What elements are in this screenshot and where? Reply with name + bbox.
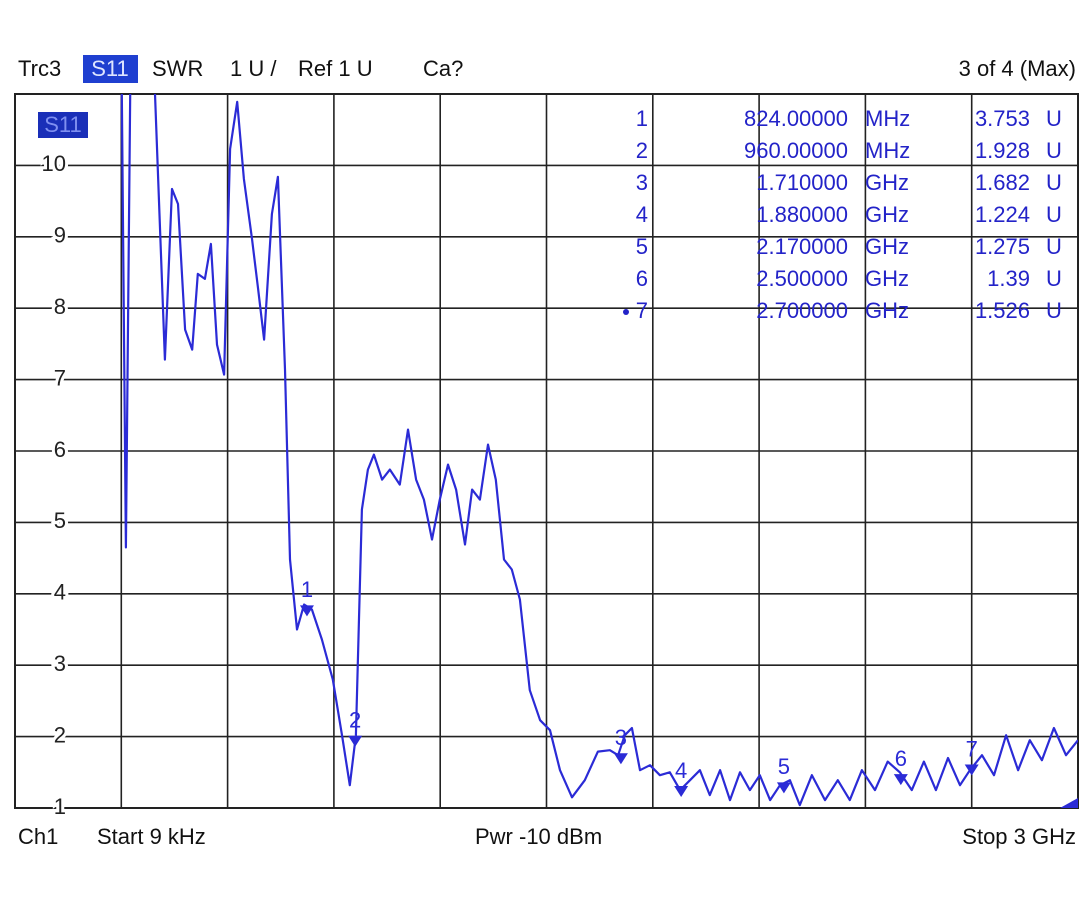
marker	[776, 782, 791, 794]
marker-label: 4	[675, 758, 687, 783]
table-marker-no: 6	[636, 266, 648, 291]
trace-param: S11	[91, 56, 129, 81]
table-response: 1.928	[975, 138, 1030, 163]
table-stimulus: 2.170000	[756, 234, 848, 259]
y-tick-label: 8	[54, 294, 66, 319]
table-stimulus: 824.00000	[744, 106, 848, 131]
table-stimulus: 960.00000	[744, 138, 848, 163]
y-tick-label: 1	[54, 794, 66, 819]
trace-id: Trc3	[18, 56, 61, 81]
power: Pwr -10 dBm	[475, 824, 602, 849]
table-stimulus: 2.500000	[756, 266, 848, 291]
table-stimulus-unit: GHz	[865, 266, 909, 291]
channel: Ch1	[18, 824, 58, 849]
marker-label: 1	[301, 577, 313, 602]
table-response: 1.526	[975, 298, 1030, 323]
marker	[299, 605, 314, 617]
plot-frame	[14, 93, 1079, 809]
overflow-indicator	[1060, 798, 1078, 808]
y-tick-label: 3	[54, 651, 66, 676]
scale: 1 U /	[230, 56, 277, 81]
table-response-unit: U	[1046, 266, 1062, 291]
y-tick-label: 6	[54, 437, 66, 462]
table-marker-no: 3	[636, 170, 648, 195]
table-response: 1.682	[975, 170, 1030, 195]
y-tick-label: 5	[54, 508, 66, 533]
table-response-unit: U	[1046, 106, 1062, 131]
marker-label: 2	[349, 708, 361, 733]
y-tick-label: 4	[54, 580, 66, 605]
table-marker-no: 2	[636, 138, 648, 163]
table-marker-no: 5	[636, 234, 648, 259]
active-marker-dot	[623, 309, 629, 315]
table-marker-no: 4	[636, 202, 648, 227]
marker-label: 7	[966, 736, 978, 761]
table-response: 3.753	[975, 106, 1030, 131]
ref: Ref 1 U	[298, 56, 373, 81]
y-tick-label: 7	[54, 365, 66, 390]
y-tick-label: 2	[54, 722, 66, 747]
table-response-unit: U	[1046, 138, 1062, 163]
marker-label: 3	[615, 725, 627, 750]
marker	[964, 764, 979, 776]
grid	[15, 94, 1078, 809]
cal: Ca?	[423, 56, 463, 81]
table-response: 1.39	[987, 266, 1030, 291]
marker	[674, 786, 689, 798]
table-stimulus-unit: GHz	[865, 234, 909, 259]
start: Start 9 kHz	[97, 824, 206, 849]
marker-label: 6	[895, 746, 907, 771]
table-stimulus-unit: GHz	[865, 170, 909, 195]
plot-trace-param: S11	[44, 112, 82, 137]
marker	[613, 753, 628, 765]
trace	[120, 94, 1078, 807]
marker-label: 5	[778, 754, 790, 779]
table-response: 1.275	[975, 234, 1030, 259]
table-response-unit: U	[1046, 202, 1062, 227]
table-response-unit: U	[1046, 234, 1062, 259]
table-stimulus: 2.700000	[756, 298, 848, 323]
stop: Stop 3 GHz	[962, 824, 1076, 849]
table-stimulus-unit: GHz	[865, 202, 909, 227]
trace-badge	[83, 55, 138, 83]
table-response-unit: U	[1046, 170, 1062, 195]
table-stimulus-unit: MHz	[865, 106, 910, 131]
table-marker-no: 7	[636, 298, 648, 323]
trace-count: 3 of 4 (Max)	[959, 56, 1076, 81]
marker	[348, 735, 363, 747]
table-stimulus-unit: MHz	[865, 138, 910, 163]
table-stimulus-unit: GHz	[865, 298, 909, 323]
table-stimulus: 1.880000	[756, 202, 848, 227]
table-stimulus: 1.710000	[756, 170, 848, 195]
format: SWR	[152, 56, 203, 81]
table-marker-no: 1	[636, 106, 648, 131]
plot-trace-badge	[38, 112, 88, 138]
y-tick-label: 9	[54, 223, 66, 248]
table-response: 1.224	[975, 202, 1030, 227]
y-tick-label: 10	[42, 151, 66, 176]
marker	[893, 774, 908, 786]
table-response-unit: U	[1046, 298, 1062, 323]
